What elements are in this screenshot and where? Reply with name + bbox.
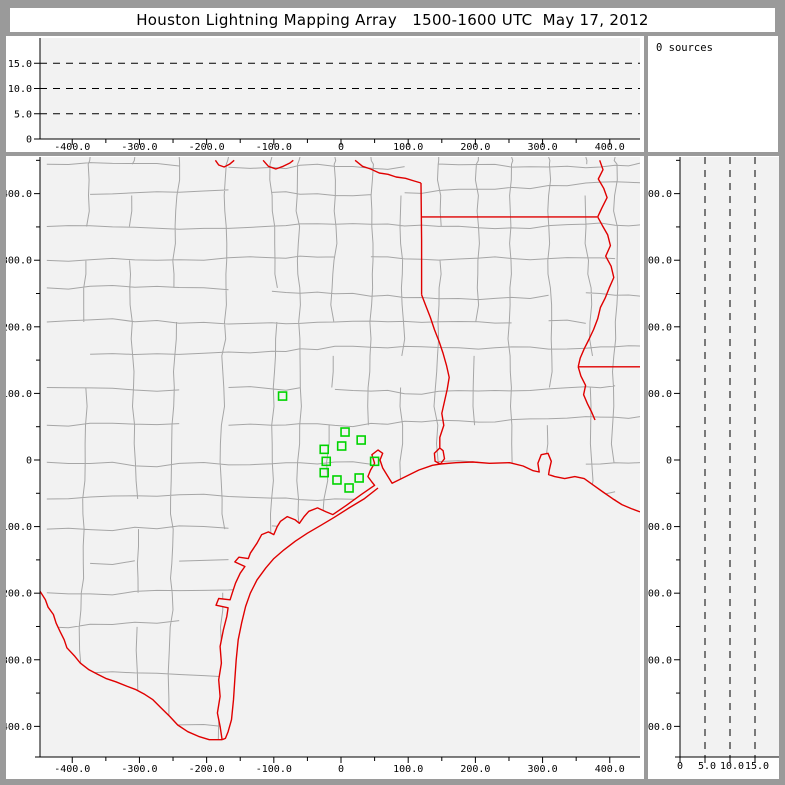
- tick-label: -200.0: [6, 589, 32, 600]
- tick-label: 100.0: [393, 142, 423, 152]
- lma-station-marker: [354, 473, 364, 483]
- tick-label: -300.0: [121, 764, 157, 775]
- tick-label: -200.0: [189, 764, 225, 775]
- tx-ok-red-river-c: [354, 159, 422, 184]
- altitude-ns-plot: 400.0 300.0 200.0 100.0 0 -100.0 -200.0 -300.0 -…: [648, 157, 779, 772]
- lma-station-marker: [369, 456, 380, 467]
- lma-station-marker: [319, 467, 330, 478]
- tick-label: 200.0: [6, 322, 32, 333]
- plan-view-map-plot: 400.0 300.0 200.0 100.0 0 -100.0 -200.0 -300.0 -…: [6, 157, 640, 775]
- tx-ok-red-river-a: [214, 159, 235, 168]
- axes: 400.0 300.0 200.0 100.0 0 -100.0 -200.0 -300.0 -…: [648, 157, 779, 772]
- tick-label: 200.0: [460, 764, 490, 775]
- tick-label: 100.0: [393, 764, 423, 775]
- rio-grande-border: [40, 590, 223, 741]
- tick-label: 300.0: [648, 256, 672, 267]
- tick-label: 400.0: [595, 142, 625, 152]
- tick-label: 200.0: [460, 142, 490, 152]
- plan-view-map-panel: 400.0 300.0 200.0 100.0 0 -100.0 -200.0 -300.0 -…: [6, 156, 644, 779]
- tick-label: 300.0: [528, 142, 558, 152]
- tick-label: -400.0: [648, 722, 672, 733]
- tick-label: -300.0: [6, 655, 32, 666]
- tick-label: 0: [677, 761, 683, 772]
- tick-label: 300.0: [6, 256, 32, 267]
- gulf-coastline: [215, 449, 640, 740]
- la-ms-river-below-31n: [577, 366, 596, 421]
- lma-station-marker: [356, 435, 366, 445]
- lma-station-marker: [344, 483, 354, 493]
- barrier-islands: [221, 487, 379, 741]
- tick-label: -400.0: [54, 764, 90, 775]
- tick-label: -400.0: [54, 142, 90, 152]
- tick-label: 200.0: [648, 322, 672, 333]
- mexico-blank-region: [40, 591, 223, 757]
- gulf-blank-region: [216, 450, 640, 757]
- tick-label: -200.0: [189, 142, 225, 152]
- altitude-gridlines: [40, 62, 640, 115]
- tick-label: 0: [26, 135, 32, 146]
- map-content: [40, 157, 640, 757]
- tick-label: 400.0: [595, 764, 625, 775]
- tick-label: -300.0: [121, 142, 157, 152]
- altitude-vs-east-west-panel: 0 5.0 10.0 15.0 -400.0 -300.0 -200.0 -100.0 0 100…: [6, 36, 644, 152]
- source-count-label: 0 sources: [656, 42, 713, 54]
- axes: 400.0 300.0 200.0 100.0 0 -100.0 -200.0 -300.0 -…: [6, 157, 640, 775]
- tick-label: -300.0: [648, 655, 672, 666]
- lma-station-marker: [321, 456, 332, 467]
- tick-label: 0: [26, 455, 32, 466]
- tick-label: 0: [338, 764, 344, 775]
- tick-label: 5.0: [698, 761, 716, 772]
- tick-label: 5.0: [14, 109, 32, 120]
- tx-ok-red-river-b: [262, 159, 294, 170]
- tick-label: 300.0: [528, 764, 558, 775]
- tick-label: -100.0: [256, 142, 292, 152]
- tick-label: -100.0: [6, 522, 32, 533]
- tick-label: 15.0: [8, 59, 32, 70]
- tick-label: -100.0: [648, 522, 672, 533]
- lma-station-marker: [340, 427, 350, 437]
- altitude-ew-plot: 0 5.0 10.0 15.0 -400.0 -300.0 -200.0 -100.0 0 100…: [8, 38, 640, 152]
- station-markers: [277, 391, 380, 493]
- tick-label: -400.0: [6, 722, 32, 733]
- lma-station-marker: [319, 444, 330, 455]
- tick-label: -100.0: [256, 764, 292, 775]
- tick-label: 0: [338, 142, 344, 152]
- tick-label: 100.0: [6, 389, 32, 400]
- lma-station-marker: [336, 441, 347, 451]
- sabine-river-border: [420, 294, 450, 448]
- lma-station-marker: [332, 475, 342, 485]
- altitude-gridlines: [704, 157, 756, 757]
- tick-label: 400.0: [648, 189, 672, 200]
- axes: 0 5.0 10.0 15.0 -400.0 -300.0 -200.0 -100.0 0 100…: [8, 38, 640, 152]
- page-title: Houston Lightning Mapping Array 1500-160…: [10, 8, 775, 32]
- tick-label: 400.0: [6, 189, 32, 200]
- altitude-vs-north-south-panel: 400.0 300.0 200.0 100.0 0 -100.0 -200.0 -300.0 -…: [648, 156, 779, 779]
- lma-station-marker: [277, 391, 288, 401]
- source-count-box: 0 sources: [648, 36, 778, 152]
- tick-label: 10.0: [720, 761, 744, 772]
- state-borders: [40, 159, 640, 741]
- tick-label: 100.0: [648, 389, 672, 400]
- tx-ar-la-meridian-border: [420, 182, 423, 295]
- tick-label: 0: [666, 455, 672, 466]
- tick-label: 15.0: [745, 761, 769, 772]
- tick-label: 10.0: [8, 84, 32, 95]
- tick-label: -200.0: [648, 589, 672, 600]
- mississippi-river-border: [577, 160, 615, 367]
